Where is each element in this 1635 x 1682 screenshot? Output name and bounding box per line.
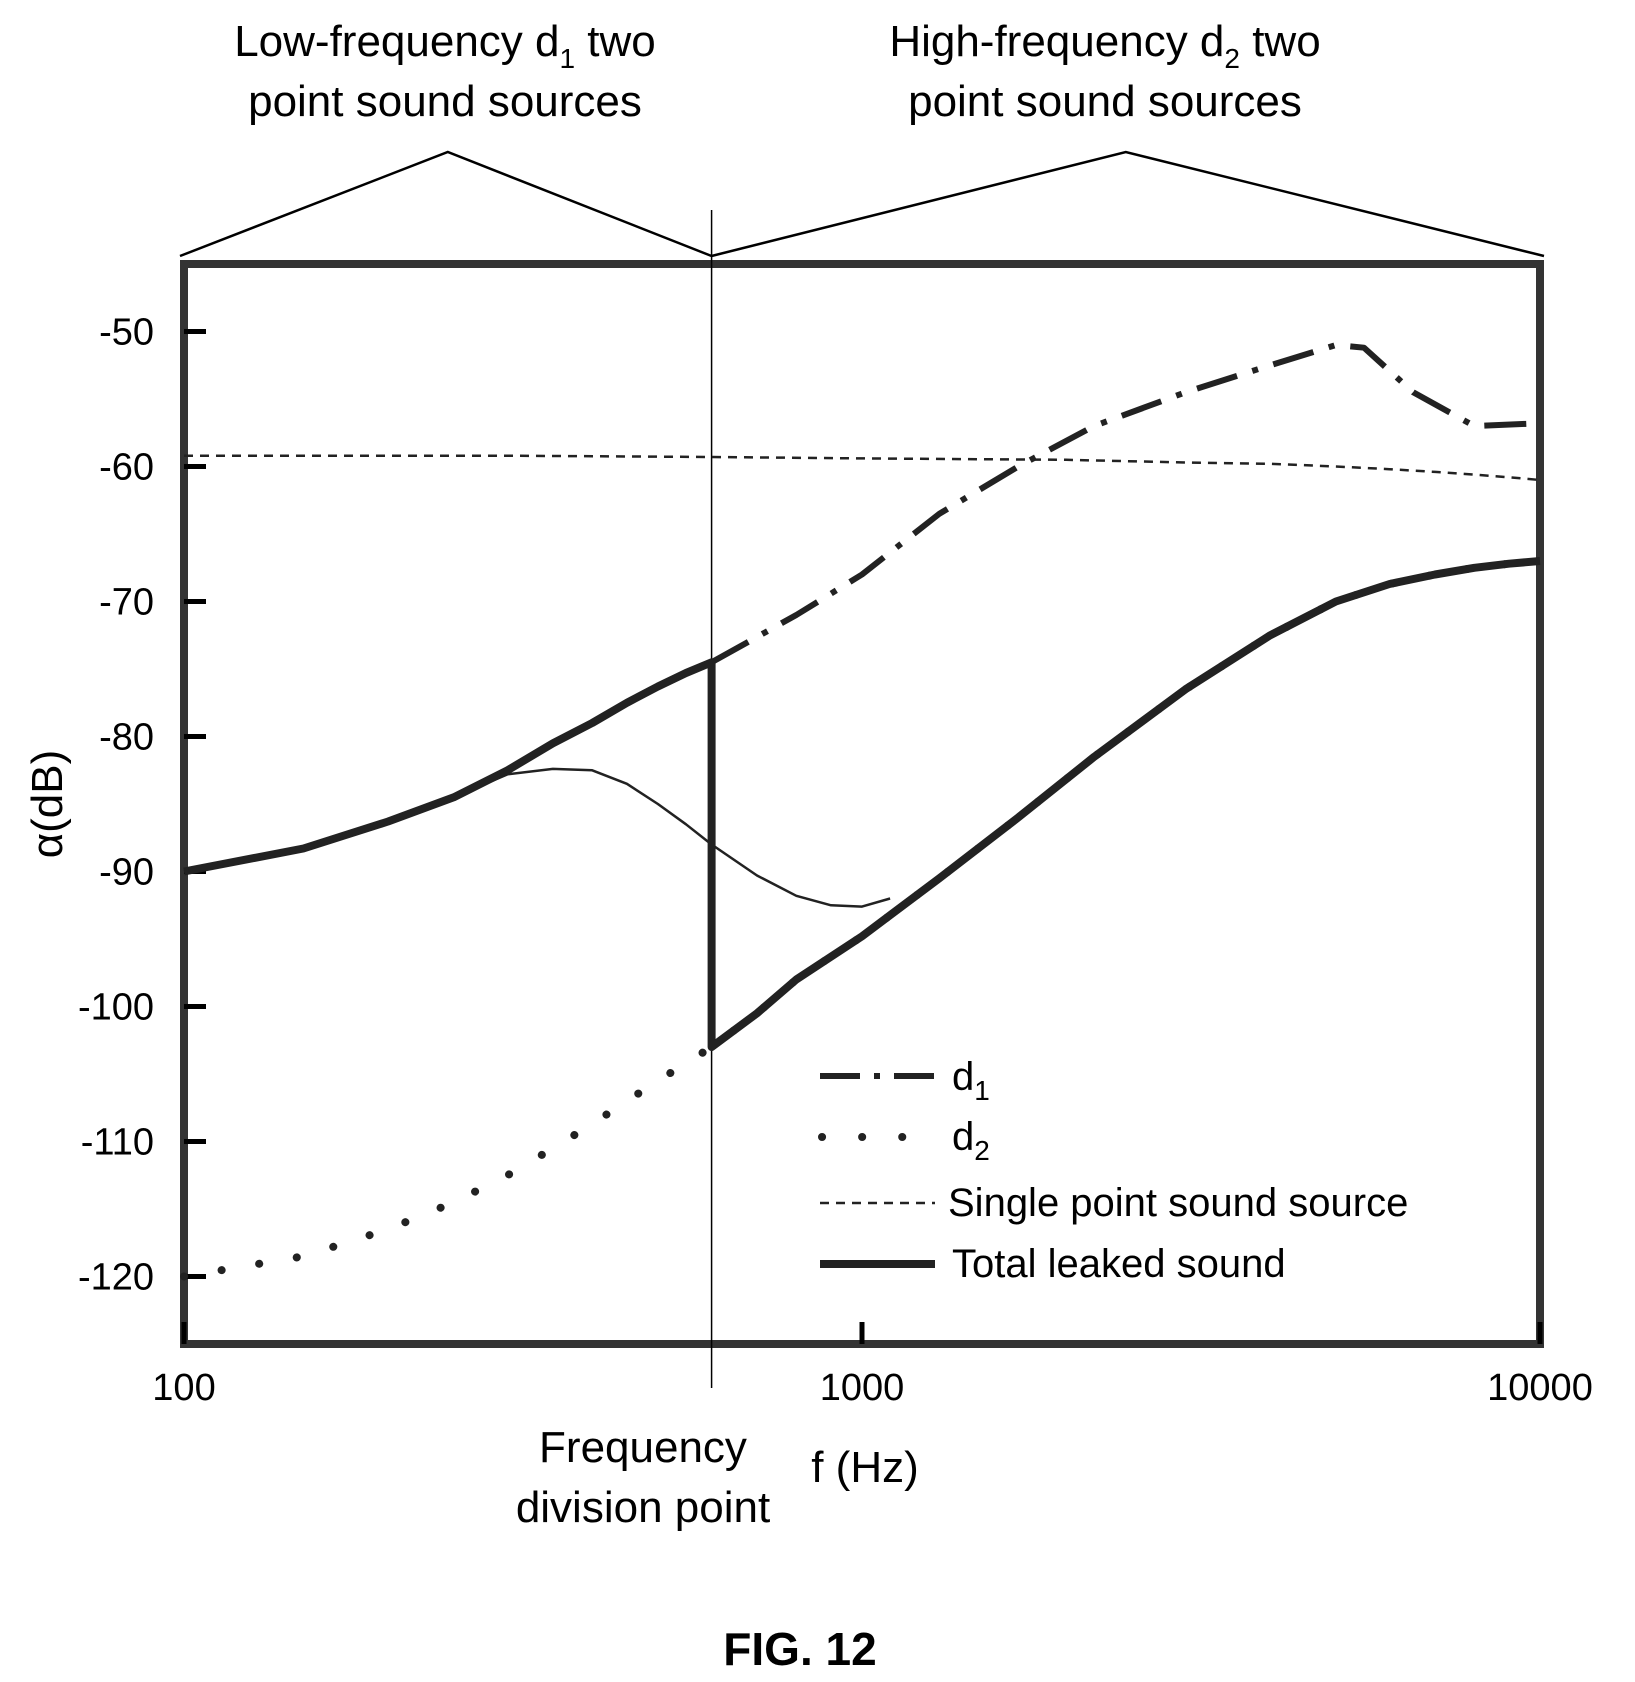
high-region-line1-sub: 2 — [1224, 43, 1240, 74]
axis-ticks: -50 -60 -70 -80 -90 -100 -110 -120 100 1000 10000 — [78, 312, 1593, 1410]
legend-label-d2: d2 — [952, 1115, 990, 1166]
low-region-label: Low-frequency d1 two — [234, 17, 656, 74]
y-axis-label: α(dB) — [23, 750, 72, 859]
y-tick-label: -50 — [99, 312, 154, 354]
low-region-label-line2: point sound sources — [248, 77, 642, 126]
series-line-single-point-sound-source — [184, 454, 1541, 482]
series-line-total-leaked-sound — [183, 557, 1541, 1051]
low-region-line1-sub: 1 — [560, 43, 576, 74]
y-tick-label: -70 — [99, 582, 154, 624]
high-region-label-line2: point sound sources — [908, 77, 1302, 126]
legend: d1 d2 Single point sound source Total le… — [818, 1055, 1408, 1286]
x-tick-label: 10000 — [1487, 1367, 1593, 1409]
low-region-line1-post: two — [575, 17, 656, 66]
legend-label-single-point: Single point sound source — [948, 1181, 1408, 1225]
x-axis-label: f (Hz) — [811, 1443, 919, 1492]
y-tick-label: -80 — [99, 717, 154, 759]
division-point-label-line1: Frequency — [539, 1423, 747, 1472]
y-tick-label: -60 — [99, 447, 154, 489]
series-layer — [180, 342, 1544, 1281]
division-point-label-line2: division point — [516, 1483, 770, 1532]
low-region-bracket — [179, 150, 713, 258]
high-region-line1-post: two — [1240, 17, 1321, 66]
x-tick-label: 1000 — [820, 1367, 905, 1409]
y-tick-label: -100 — [78, 987, 154, 1029]
high-region-bracket — [711, 150, 1545, 258]
series-line-unlabeled — [183, 767, 891, 908]
x-tick-label: 100 — [152, 1367, 215, 1409]
series-line-d2 — [180, 557, 1544, 1281]
high-region-line1-pre: High-frequency d — [889, 17, 1224, 66]
figure-caption: FIG. 12 — [723, 1623, 876, 1675]
y-tick-label: -110 — [81, 1122, 154, 1164]
low-region-line1-pre: Low-frequency d — [234, 17, 559, 66]
y-tick-label: -90 — [99, 852, 154, 894]
series-line-d1 — [710, 342, 1541, 665]
legend-label-d1: d1 — [952, 1055, 990, 1106]
legend-label-total: Total leaked sound — [952, 1242, 1286, 1286]
y-tick-label: -120 — [78, 1257, 154, 1299]
high-region-label: High-frequency d2 two — [889, 17, 1320, 74]
